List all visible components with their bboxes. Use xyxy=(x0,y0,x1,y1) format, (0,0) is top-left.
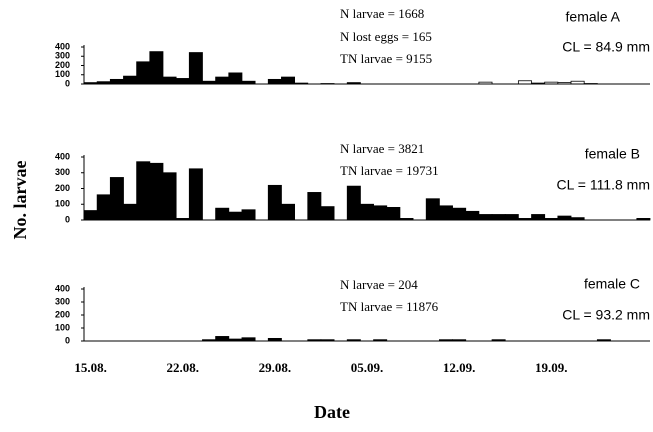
bar xyxy=(136,61,151,85)
y-tick-label: 300 xyxy=(55,51,70,61)
x-tick-label: 05.09. xyxy=(351,360,384,375)
annotation: CL = 93.2 mm xyxy=(562,307,650,323)
annotation: N lost eggs = 165 xyxy=(340,29,432,44)
x-tick-label: 29.08. xyxy=(259,360,292,375)
annotation: N larvae = 204 xyxy=(340,277,418,292)
x-tick-label: 22.08. xyxy=(166,360,199,375)
bar xyxy=(215,336,230,342)
bar xyxy=(215,76,230,85)
y-tick-label: 300 xyxy=(55,296,70,306)
annotation: N larvae = 1668 xyxy=(340,6,424,21)
bar xyxy=(162,76,177,85)
annotation: female A xyxy=(566,9,621,25)
bar xyxy=(267,78,282,85)
bar xyxy=(386,206,401,221)
bar xyxy=(346,185,361,221)
annotation: TN larvae = 9155 xyxy=(340,51,432,66)
annotation: female C xyxy=(584,276,640,292)
y-tick-label: 0 xyxy=(65,78,70,88)
y-tick-label: 400 xyxy=(55,151,70,161)
bar xyxy=(281,203,296,221)
bar xyxy=(149,51,164,85)
x-tick-label: 15.08. xyxy=(74,360,107,375)
bar xyxy=(136,161,151,221)
bar xyxy=(162,172,177,221)
bar xyxy=(465,210,480,221)
bar xyxy=(188,168,203,221)
bar xyxy=(123,75,138,85)
annotation: CL = 111.8 mm xyxy=(556,177,650,193)
y-tick-label: 200 xyxy=(55,309,70,319)
y-tick-label: 200 xyxy=(55,60,70,70)
bar xyxy=(188,52,203,85)
bar xyxy=(228,72,243,85)
y-tick-label: 100 xyxy=(55,322,70,332)
y-tick-label: 0 xyxy=(65,335,70,345)
bar xyxy=(307,192,322,221)
bar xyxy=(83,210,98,221)
annotation: CL = 84.9 mm xyxy=(562,39,650,55)
y-axis-label: No. larvae xyxy=(10,161,30,240)
bar xyxy=(425,198,440,221)
y-tick-label: 200 xyxy=(55,183,70,193)
bar xyxy=(123,203,138,221)
bar xyxy=(504,214,519,221)
annotation: female B xyxy=(585,146,640,162)
bar xyxy=(109,78,124,85)
y-tick-label: 400 xyxy=(55,283,70,293)
bar xyxy=(175,78,190,85)
bar xyxy=(373,205,388,221)
annotation: TN larvae = 19731 xyxy=(340,163,439,178)
bar xyxy=(438,205,453,221)
bar xyxy=(109,177,124,221)
bar xyxy=(267,184,282,221)
annotation: TN larvae = 11876 xyxy=(340,299,439,314)
bar xyxy=(215,207,230,221)
bar xyxy=(149,162,164,221)
bar xyxy=(241,209,256,221)
x-tick-label: 19.09. xyxy=(535,360,568,375)
y-tick-label: 300 xyxy=(55,167,70,177)
bar xyxy=(452,207,467,221)
y-tick-label: 100 xyxy=(55,199,70,209)
y-tick-label: 0 xyxy=(65,214,70,224)
y-tick-label: 400 xyxy=(55,41,70,51)
bar xyxy=(320,206,335,221)
bar xyxy=(360,203,374,221)
x-axis-label: Date xyxy=(314,402,350,422)
bar xyxy=(228,211,243,221)
bar xyxy=(557,215,572,221)
y-tick-label: 100 xyxy=(55,69,70,79)
x-tick-label: 12.09. xyxy=(443,360,476,375)
bar xyxy=(491,214,506,221)
bar xyxy=(281,76,296,85)
bar xyxy=(531,214,546,221)
annotation: N larvae = 3821 xyxy=(340,141,424,156)
bar xyxy=(478,214,493,221)
bar xyxy=(96,194,111,221)
